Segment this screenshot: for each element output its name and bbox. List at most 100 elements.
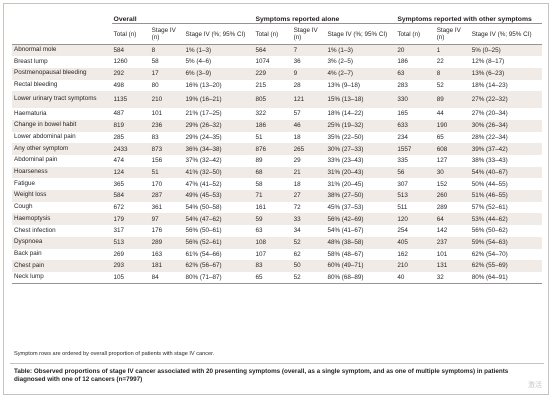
overall-stage4-cell: 210 <box>149 91 184 109</box>
other-stage4-cell: 260 <box>434 190 470 202</box>
symptom-cell: Chest infection <box>14 226 56 234</box>
other-stage4-cell: 89 <box>434 91 470 109</box>
alone-stage4-header: Stage IV (n) <box>293 27 318 41</box>
overall-pct-cell: 54% (50–58) <box>185 203 222 211</box>
table-row: Chest infection 317 176 56% (50–61) 63 34 54% … <box>12 225 542 237</box>
overall-stage4-cell: 287 <box>149 190 184 202</box>
overall-stage4-cell: 163 <box>151 250 163 258</box>
table-footnote: Symptom rows are ordered by overall prop… <box>14 351 215 357</box>
group-other: Symptoms reported with other symptoms <box>395 11 542 24</box>
alone-total-cell: 564 <box>253 44 292 57</box>
other-pct-cell: 54% (40–67) <box>469 166 542 179</box>
symptom-cell: Dyspnoea <box>12 236 112 249</box>
alone-total-cell: 63 <box>255 227 263 235</box>
other-pct-cell: 13% (6–23) <box>469 67 542 80</box>
overall-stage4-cell: 8 <box>149 44 184 57</box>
alone-total-cell: 805 <box>253 91 292 109</box>
overall-total-cell: 584 <box>111 190 150 202</box>
alone-pct-cell: 18% (14–22) <box>327 110 364 118</box>
table-row: Breast lump 1260 58 5% (4–6) 1074 36 3% (2–5) 1… <box>12 56 542 68</box>
alone-total-cell: 71 <box>253 190 292 202</box>
alone-stage4-cell: 46 <box>291 119 326 132</box>
other-pct-cell: 39% (37–42) <box>469 143 542 155</box>
overall-total-cell: 269 <box>113 250 125 258</box>
other-stage4-cell: 289 <box>436 203 448 211</box>
table-row: Rectal bleeding 498 80 16% (13–20) 215 28 13% … <box>12 80 542 92</box>
overall-pct-cell: 21% (17–25) <box>185 110 222 118</box>
other-total-cell: 513 <box>395 190 435 202</box>
overall-stage4-cell: 181 <box>149 260 184 272</box>
other-total-cell: 254 <box>397 227 408 235</box>
alone-total-cell: 108 <box>253 236 292 249</box>
symptom-cell: Back pain <box>14 249 42 257</box>
alone-stage4-cell: 36 <box>293 58 301 66</box>
overall-total-cell: 819 <box>111 119 150 132</box>
overall-stage4-cell: 289 <box>149 236 184 249</box>
overall-stage4-cell: 58 <box>151 58 159 66</box>
alone-pct-cell: 60% (49–71) <box>325 260 396 272</box>
alone-total-cell: 876 <box>253 143 292 155</box>
overall-total-cell: 124 <box>111 166 150 179</box>
other-stage4-cell: 142 <box>436 227 448 235</box>
alone-total-cell: 68 <box>253 166 292 179</box>
table-row: Haematuria 487 101 21% (17–25) 322 57 18% (14–… <box>12 108 542 120</box>
overall-stage4-cell: 873 <box>149 143 184 155</box>
other-stage4-cell: 64 <box>434 213 470 226</box>
alone-stage4-cell: 29 <box>293 157 301 165</box>
overall-pct-cell: 37% (32–42) <box>185 157 222 165</box>
overall-pct-cell: 61% (54–66) <box>185 250 222 258</box>
overall-total-cell: 292 <box>111 67 150 80</box>
overall-pct-cell: 56% (52–61) <box>183 236 254 249</box>
alone-pct-cell: 33% (23–43) <box>327 157 364 165</box>
overall-pct-cell: 29% (24–35) <box>185 133 222 141</box>
other-stage4-header: Stage IV (n) <box>436 27 461 41</box>
other-stage4-cell: 30 <box>434 166 470 179</box>
alone-pct-cell: 56% (42–69) <box>325 213 396 226</box>
overall-pct-cell: 1% (1–3) <box>183 44 254 57</box>
overall-pct-header: Stage IV (%; 95% CI) <box>185 30 246 38</box>
overall-total-cell: 179 <box>111 213 150 226</box>
other-pct-header: Stage IV (%; 95% CI) <box>471 30 532 38</box>
symptom-cell: Haematuria <box>14 109 47 117</box>
overall-total-cell: 474 <box>113 157 125 165</box>
overall-stage4-cell: 83 <box>151 133 159 141</box>
symptom-cell: Any other symptom <box>12 143 112 155</box>
table-row: Weight loss 584 287 49% (45–53) 71 27 38% (27–… <box>12 190 542 202</box>
other-stage4-cell: 190 <box>434 119 470 132</box>
other-total-cell: 186 <box>397 58 408 66</box>
alone-pct-cell: 15% (13–18) <box>325 91 396 109</box>
other-pct-cell: 38% (33–43) <box>471 157 508 165</box>
other-stage4-cell: 65 <box>436 133 444 141</box>
alone-stage4-cell: 34 <box>293 227 301 235</box>
other-total-cell: 63 <box>395 67 435 80</box>
overall-stage4-cell: 236 <box>149 119 184 132</box>
overall-stage4-cell: 84 <box>149 271 184 285</box>
overall-total-cell: 105 <box>111 271 150 285</box>
other-total-cell: 335 <box>397 157 408 165</box>
other-total-header: Total (n) <box>397 30 421 38</box>
symptom-cell: Abnormal mole <box>12 44 112 57</box>
other-pct-cell: 62% (54–70) <box>471 250 508 258</box>
other-total-cell: 511 <box>397 203 408 211</box>
other-pct-cell: 80% (64–91) <box>469 271 542 285</box>
alone-stage4-cell: 28 <box>293 81 301 89</box>
other-total-cell: 40 <box>395 271 435 285</box>
table-row: Change in bowel habit 819 236 29% (26–32) 18… <box>12 119 542 132</box>
other-stage4-cell: 152 <box>436 180 448 188</box>
other-pct-cell: 5% (0–25) <box>469 44 542 57</box>
alone-pct-cell: 25% (19–32) <box>325 119 396 132</box>
alone-stage4-cell: 57 <box>293 110 301 118</box>
table-row: Back pain 269 163 61% (54–66) 107 62 58% (48–6… <box>12 249 542 261</box>
overall-total-cell: 1135 <box>111 91 150 109</box>
alone-pct-cell: 1% (1–3) <box>325 44 396 57</box>
table-row: Fatigue 365 170 47% (41–52) 58 18 31% (20–45) 3… <box>12 178 542 190</box>
other-total-cell: 120 <box>395 213 435 226</box>
overall-pct-cell: 36% (34–38) <box>183 143 254 155</box>
alone-pct-cell: 58% (48–67) <box>327 250 364 258</box>
group-alone: Symptoms reported alone <box>253 11 396 24</box>
other-pct-cell: 18% (14–23) <box>471 81 508 89</box>
overall-pct-cell: 41% (32–50) <box>183 166 254 179</box>
alone-stage4-cell: 52 <box>291 271 326 285</box>
table-row: Hoarseness 124 51 41% (32–50) 68 21 31% (20–43… <box>12 166 542 179</box>
alone-pct-cell: 31% (20–45) <box>327 180 364 188</box>
